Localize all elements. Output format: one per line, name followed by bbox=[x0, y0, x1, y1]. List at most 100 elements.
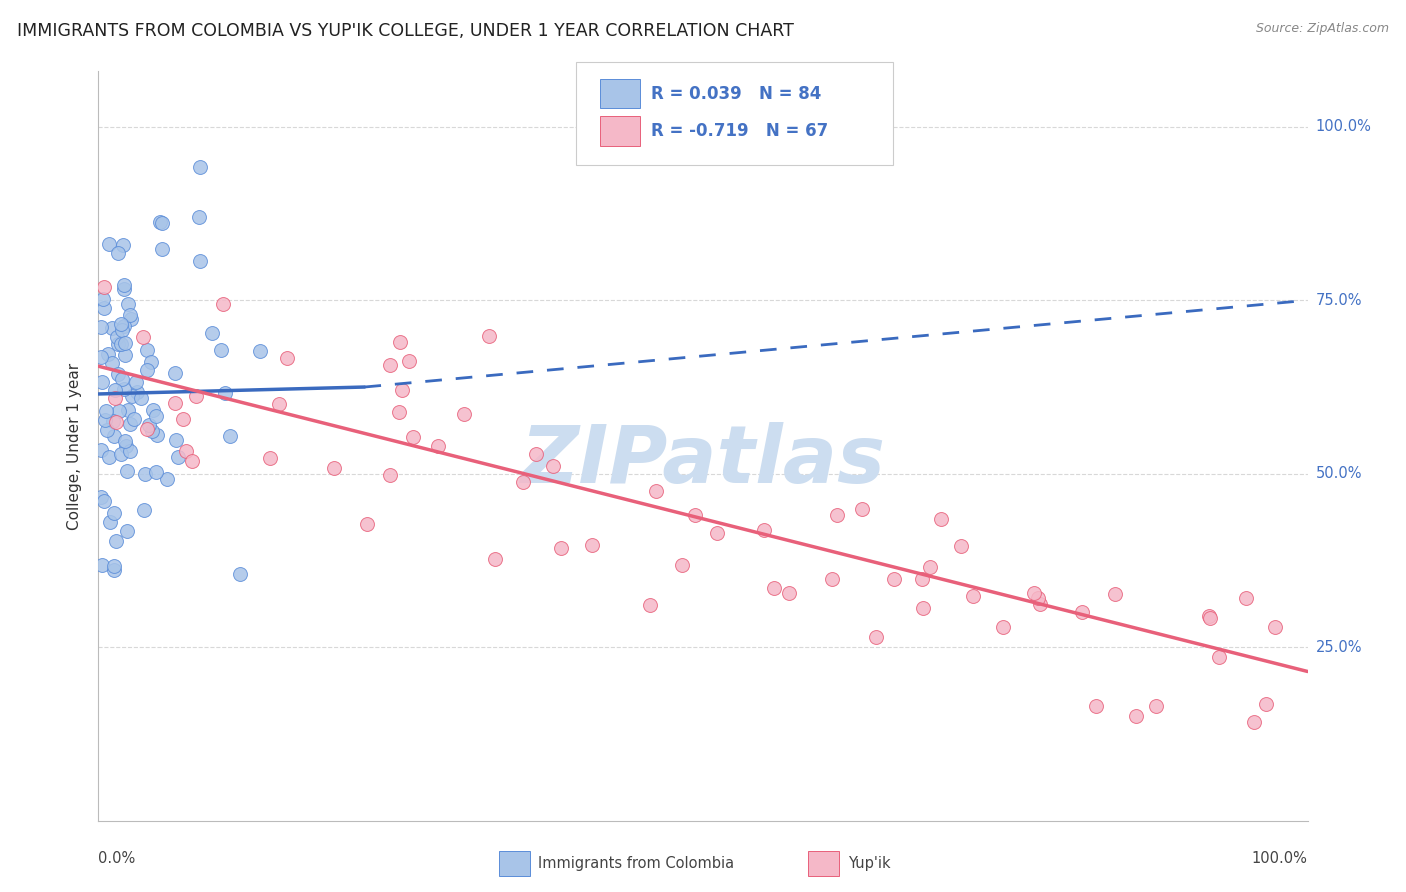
Point bbox=[90, 558, 112, 573]
Text: 100.0%: 100.0% bbox=[1316, 120, 1372, 135]
Point bbox=[581, 538, 603, 552]
Point bbox=[121, 389, 143, 403]
Point bbox=[259, 451, 281, 466]
Point bbox=[156, 471, 179, 485]
Point bbox=[214, 386, 236, 401]
Point bbox=[118, 308, 141, 322]
Point bbox=[219, 429, 242, 443]
Point bbox=[104, 384, 127, 398]
Point bbox=[778, 586, 800, 600]
Point bbox=[512, 475, 534, 489]
Point bbox=[276, 351, 298, 366]
Point bbox=[1144, 698, 1167, 713]
Point bbox=[165, 366, 187, 380]
Point bbox=[323, 461, 346, 475]
Point bbox=[402, 430, 425, 444]
Point bbox=[111, 238, 134, 252]
Point bbox=[107, 337, 129, 351]
Point bbox=[136, 362, 159, 376]
Point bbox=[96, 423, 118, 437]
Text: ZIPatlas: ZIPatlas bbox=[520, 422, 886, 500]
Point bbox=[118, 443, 141, 458]
Text: R = 0.039   N = 84: R = 0.039 N = 84 bbox=[651, 85, 821, 103]
Point bbox=[103, 429, 125, 443]
Point bbox=[212, 296, 235, 310]
Point bbox=[163, 395, 186, 409]
Point bbox=[132, 330, 155, 344]
Point bbox=[105, 329, 128, 343]
Point bbox=[851, 502, 873, 516]
Y-axis label: College, Under 1 year: College, Under 1 year bbox=[67, 362, 83, 530]
Point bbox=[1029, 597, 1052, 611]
Point bbox=[107, 246, 129, 260]
Point bbox=[112, 382, 135, 396]
Point bbox=[104, 391, 127, 405]
Point bbox=[391, 384, 413, 398]
Point bbox=[90, 490, 112, 504]
Point bbox=[145, 409, 167, 423]
Point bbox=[115, 524, 138, 539]
Point bbox=[115, 464, 138, 478]
Point bbox=[929, 512, 952, 526]
Point bbox=[90, 442, 112, 457]
Point bbox=[103, 506, 125, 520]
Point bbox=[135, 343, 157, 357]
Point bbox=[117, 297, 139, 311]
Point bbox=[165, 433, 187, 447]
Point bbox=[380, 359, 402, 373]
Point bbox=[167, 450, 190, 465]
Point bbox=[103, 563, 125, 577]
Point bbox=[93, 412, 115, 426]
Point bbox=[124, 411, 146, 425]
Point bbox=[97, 347, 120, 361]
Point bbox=[453, 408, 475, 422]
Point bbox=[229, 567, 252, 582]
Point bbox=[484, 552, 506, 566]
Point bbox=[146, 428, 169, 442]
Point bbox=[152, 243, 174, 257]
Point bbox=[638, 598, 661, 612]
Point bbox=[821, 572, 844, 586]
Point bbox=[134, 467, 156, 481]
Point bbox=[100, 321, 122, 335]
Point bbox=[962, 590, 984, 604]
Point bbox=[149, 215, 172, 229]
Point bbox=[1022, 586, 1045, 600]
Point bbox=[98, 450, 121, 465]
Point bbox=[132, 503, 155, 517]
Point bbox=[524, 447, 547, 461]
Point bbox=[683, 508, 706, 522]
Point bbox=[101, 414, 124, 428]
Point bbox=[1243, 714, 1265, 729]
Point bbox=[107, 403, 129, 417]
Point bbox=[139, 355, 162, 369]
Text: Yup'ik: Yup'ik bbox=[848, 856, 890, 871]
Point bbox=[110, 317, 132, 331]
Point bbox=[1026, 591, 1049, 605]
Point bbox=[1104, 587, 1126, 601]
Text: 0.0%: 0.0% bbox=[98, 851, 135, 866]
Text: 25.0%: 25.0% bbox=[1316, 640, 1362, 655]
Point bbox=[115, 440, 138, 454]
Point bbox=[111, 322, 134, 336]
Point bbox=[142, 403, 165, 417]
Point bbox=[127, 384, 149, 399]
Point bbox=[117, 402, 139, 417]
Point bbox=[541, 459, 564, 474]
Point bbox=[883, 572, 905, 586]
Point bbox=[1198, 611, 1220, 625]
Point bbox=[107, 367, 129, 381]
Point bbox=[120, 312, 142, 326]
Point bbox=[93, 494, 115, 508]
Point bbox=[112, 282, 135, 296]
Text: R = -0.719   N = 67: R = -0.719 N = 67 bbox=[651, 122, 828, 140]
Point bbox=[1208, 649, 1230, 664]
Point bbox=[135, 422, 157, 436]
Point bbox=[550, 541, 572, 556]
Point bbox=[706, 525, 728, 540]
Point bbox=[184, 388, 207, 402]
Point bbox=[94, 404, 117, 418]
Point bbox=[911, 572, 934, 586]
Point bbox=[201, 326, 224, 340]
Point bbox=[101, 356, 124, 370]
